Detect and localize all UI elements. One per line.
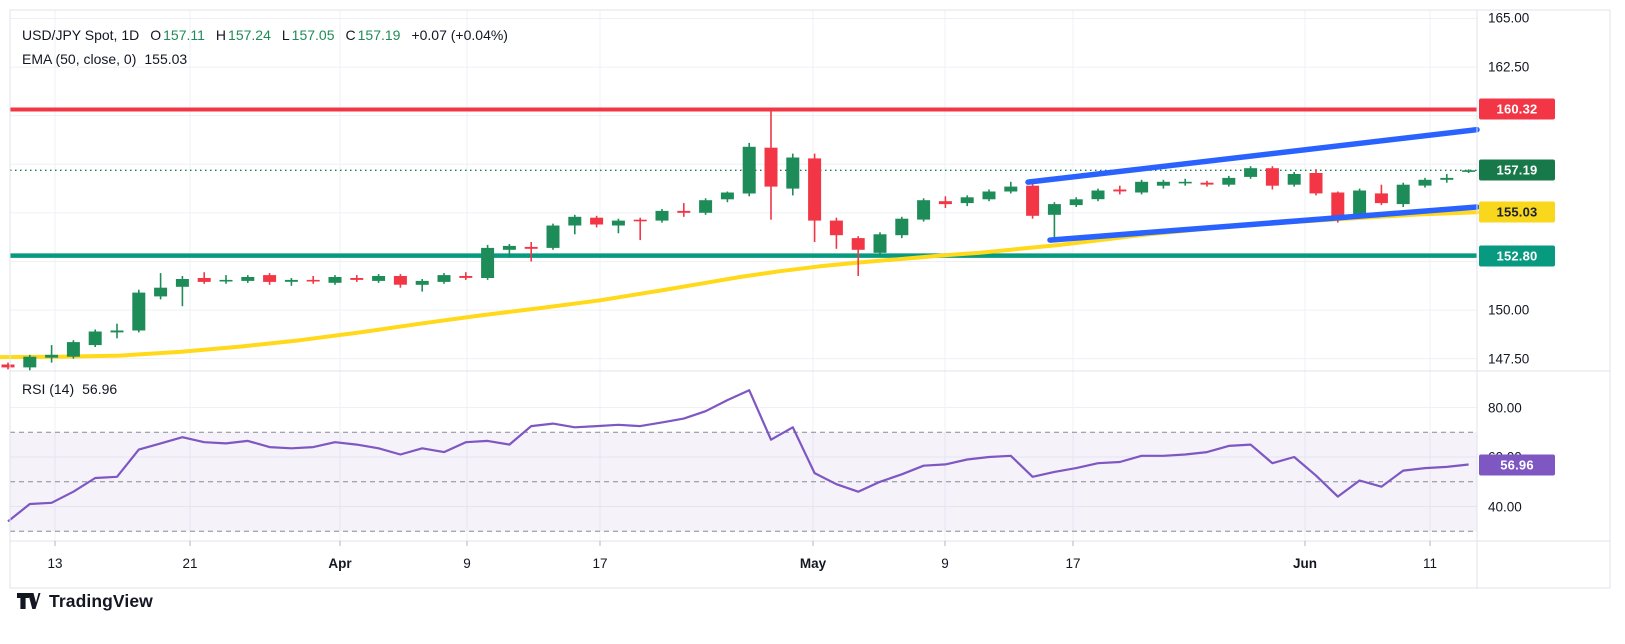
candle-body xyxy=(66,342,80,357)
channel-upper-trendline[interactable] xyxy=(1025,126,1480,185)
candle-body xyxy=(241,277,255,281)
candle-body xyxy=(960,197,974,204)
candle-body xyxy=(23,356,37,368)
candle-body xyxy=(45,354,59,358)
candle-body xyxy=(1462,170,1476,172)
candle-body xyxy=(284,279,298,282)
candle-body xyxy=(132,292,146,331)
candle-body xyxy=(350,278,364,280)
candle-body xyxy=(1113,189,1127,192)
candle-body xyxy=(1222,177,1236,185)
candle-body xyxy=(1287,174,1301,185)
candle-body xyxy=(1047,204,1061,215)
candle-body xyxy=(1091,190,1105,200)
candle-body xyxy=(938,201,952,205)
candle-body xyxy=(1156,181,1170,186)
candle-body xyxy=(1069,199,1083,206)
ema-line[interactable] xyxy=(0,210,1479,360)
candle-body xyxy=(699,200,713,213)
candles-group[interactable] xyxy=(1,109,1476,371)
candle-body xyxy=(197,278,211,282)
candle-body xyxy=(437,275,451,282)
candle-body xyxy=(1309,173,1323,194)
candle-body xyxy=(481,247,495,278)
candle-body xyxy=(1004,186,1018,192)
candle-body xyxy=(546,225,560,248)
candle-body xyxy=(786,157,800,189)
candle-body xyxy=(110,330,124,333)
candle-body xyxy=(982,191,996,200)
candle-body xyxy=(590,217,604,225)
candle-body xyxy=(1026,185,1040,216)
candle-body xyxy=(568,216,582,226)
candle-body xyxy=(829,220,843,236)
candle-body xyxy=(1244,168,1258,177)
candle-body xyxy=(88,331,102,346)
channel-lower-trendline[interactable] xyxy=(1047,204,1480,243)
candle-body xyxy=(917,200,931,220)
candle-body xyxy=(1200,182,1214,185)
tradingview-mark-icon xyxy=(17,593,41,609)
candle-body xyxy=(851,238,865,250)
candle-body xyxy=(742,146,756,194)
candle-body xyxy=(306,279,320,282)
candle-body xyxy=(1331,192,1345,216)
candle-body xyxy=(219,279,233,282)
candle-body xyxy=(1440,177,1454,180)
candle-body xyxy=(393,276,407,285)
tradingview-logo[interactable]: TradingView xyxy=(16,590,153,612)
candle-body xyxy=(175,279,189,287)
candle-body xyxy=(720,192,734,200)
candle-body xyxy=(1135,181,1149,193)
candle-body xyxy=(502,245,516,250)
candle-body xyxy=(1178,181,1192,184)
candle-body xyxy=(808,158,822,221)
candle-body xyxy=(459,276,473,278)
candle-body xyxy=(328,277,342,283)
candle-body xyxy=(1265,168,1279,186)
candle-body xyxy=(677,210,691,213)
tradingview-logo-text: TradingView xyxy=(49,590,153,611)
candle-body xyxy=(611,220,625,226)
candle-body xyxy=(372,276,386,281)
candle-body xyxy=(1418,179,1432,186)
candle-body xyxy=(764,147,778,187)
candle-body xyxy=(263,275,277,282)
candle-body xyxy=(873,234,887,253)
chart-frame xyxy=(9,9,1611,589)
candle-body xyxy=(1374,193,1388,204)
candle-body xyxy=(1353,190,1367,216)
candle-body xyxy=(524,246,538,249)
candle-body xyxy=(1396,184,1410,205)
candle-body xyxy=(1,364,15,368)
rsi-line[interactable] xyxy=(7,389,1469,523)
candle-body xyxy=(154,287,168,297)
candle-body xyxy=(415,280,429,285)
candle-body xyxy=(633,219,647,222)
candle-body xyxy=(655,210,669,221)
candle-body xyxy=(895,218,909,236)
